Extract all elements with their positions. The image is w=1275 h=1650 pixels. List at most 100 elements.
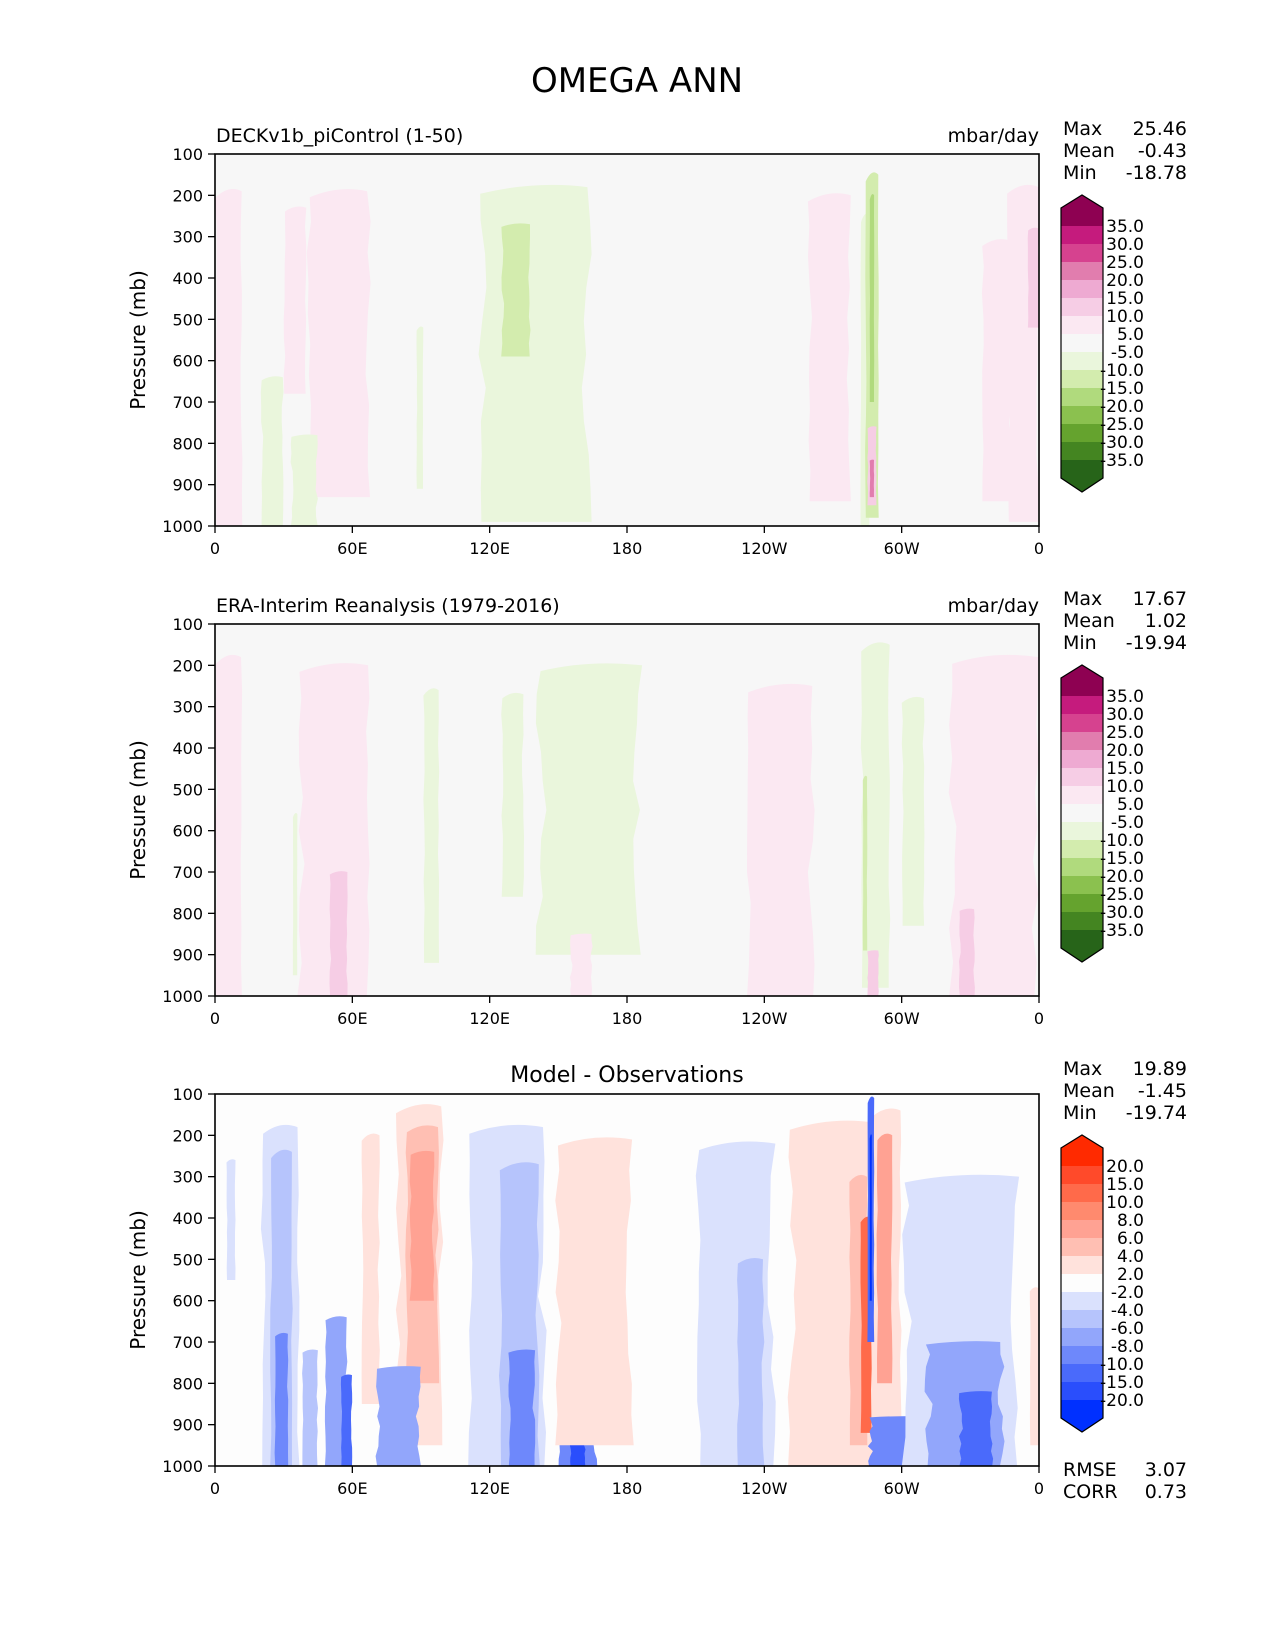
- contour-region: [340, 1374, 353, 1466]
- x-tick-label: 0: [210, 1009, 220, 1028]
- y-tick-label: 800: [172, 904, 203, 923]
- colorbar-label: -15.0: [1100, 849, 1144, 869]
- x-tick-label: 120E: [469, 1479, 510, 1498]
- contour-region: [569, 933, 593, 996]
- colorbar-extend-bottom: [1061, 930, 1103, 962]
- contour-region: [508, 1349, 536, 1466]
- colorbar-outline: [1060, 1134, 1104, 1433]
- contour-region: [901, 696, 925, 926]
- colorbar-label: -10.0: [1100, 361, 1144, 381]
- contour-region: [478, 184, 592, 522]
- colorbar-label: -15.0: [1100, 1373, 1144, 1393]
- colorbar: 35.030.025.020.015.010.05.0-5.0-10.0-15.…: [1060, 664, 1144, 963]
- colorbar-band: [1061, 1256, 1103, 1275]
- metric-value: 3.07: [1145, 1459, 1187, 1481]
- colorbar-label: 35.0: [1106, 217, 1144, 237]
- x-tick-label: 0: [1034, 1009, 1044, 1028]
- metric-label: CORR: [1063, 1481, 1118, 1503]
- y-tick-label: 600: [172, 822, 203, 841]
- colorbar-label: 10.0: [1106, 1193, 1144, 1213]
- colorbar-band: [1061, 876, 1103, 895]
- colorbar-band: [1061, 858, 1103, 877]
- stat-value: 17.67: [1133, 588, 1187, 610]
- colorbar-label: -20.0: [1100, 397, 1144, 417]
- y-tick-label: 900: [172, 476, 203, 495]
- contour-region: [260, 376, 284, 526]
- colorbar-label: 25.0: [1106, 723, 1144, 743]
- contour-region: [302, 1349, 318, 1466]
- y-tick-label: 500: [172, 310, 203, 329]
- x-tick-label: 60W: [884, 1479, 920, 1498]
- colorbar-label: -35.0: [1100, 921, 1144, 941]
- x-tick-label: 120W: [741, 1009, 788, 1028]
- y-tick-label: 100: [172, 145, 203, 164]
- contour-region: [737, 1257, 765, 1466]
- colorbar-band: [1061, 1310, 1103, 1329]
- colorbar-label: -25.0: [1100, 885, 1144, 905]
- contour-region: [329, 871, 348, 996]
- colorbar-band: [1061, 1220, 1103, 1239]
- stat-value: 25.46: [1133, 118, 1187, 140]
- colorbar-label: -35.0: [1100, 451, 1144, 471]
- contour-region: [501, 692, 524, 897]
- y-tick-label: 200: [172, 1126, 203, 1145]
- colorbar-band: [1061, 1364, 1103, 1383]
- colorbar-band: [1061, 732, 1103, 751]
- colorbar-band: [1061, 696, 1103, 715]
- colorbar-band: [1061, 768, 1103, 787]
- y-tick-label: 300: [172, 228, 203, 247]
- x-tick-label: 60W: [884, 539, 920, 558]
- stat-value: -19.74: [1126, 1102, 1187, 1124]
- y-tick-label: 300: [172, 698, 203, 717]
- contour-region: [747, 683, 815, 996]
- y-tick-label: 300: [172, 1168, 203, 1187]
- contour-region: [959, 908, 975, 996]
- contour-region: [867, 950, 879, 996]
- x-tick-label: 180: [612, 539, 643, 558]
- colorbar-label: -30.0: [1100, 903, 1144, 923]
- colorbar-label: 10.0: [1106, 307, 1144, 327]
- y-tick-label: 1000: [162, 1457, 203, 1476]
- colorbar-band: [1061, 1274, 1103, 1293]
- colorbar-band: [1061, 786, 1103, 805]
- panel-difference: 100 200 300 400 500 600 700 800 900 1000 0 60E 120E 1…: [126, 1058, 1187, 1503]
- colorbar-label: 30.0: [1106, 705, 1144, 725]
- panel-test: 100 200 300 400 500 600 700 800 900 1000 0 60E 120E 1…: [126, 118, 1187, 558]
- y-tick-label: 700: [172, 863, 203, 882]
- stat-label: Max: [1063, 588, 1102, 610]
- stat-value: -0.43: [1138, 140, 1187, 162]
- y-tick-label: 600: [172, 352, 203, 371]
- colorbar-label: 8.0: [1117, 1211, 1144, 1231]
- contour-region: [297, 663, 370, 996]
- panel-units: mbar/day: [948, 595, 1039, 617]
- contour-region: [1029, 1287, 1039, 1446]
- contour-region: [409, 1150, 435, 1301]
- colorbar-band: [1061, 894, 1103, 913]
- colorbar: 20.015.010.08.06.04.02.0-2.0-4.0-6.0-8.0…: [1060, 1134, 1144, 1433]
- colorbar-outline: [1060, 664, 1104, 963]
- y-tick-label: 1000: [162, 987, 203, 1006]
- stat-value: -1.45: [1138, 1080, 1187, 1102]
- stat-label: Min: [1063, 632, 1097, 654]
- contour-region: [876, 1133, 893, 1384]
- colorbar-label: -20.0: [1100, 867, 1144, 887]
- stat-label: Max: [1063, 1058, 1102, 1080]
- colorbar-band: [1061, 1328, 1103, 1347]
- x-tick-label: 60E: [337, 539, 367, 558]
- stat-label: Mean: [1063, 610, 1115, 632]
- y-tick-label: 100: [172, 615, 203, 634]
- colorbar-extend-top: [1061, 195, 1103, 226]
- contour-region: [862, 775, 868, 951]
- y-tick-label: 200: [172, 656, 203, 675]
- colorbar-label: -5.0: [1111, 813, 1144, 833]
- contour-region: [869, 1134, 872, 1301]
- colorbar-label: -15.0: [1100, 379, 1144, 399]
- stat-value: -19.94: [1126, 632, 1187, 654]
- contour-region: [215, 188, 243, 526]
- x-tick-label: 180: [612, 1009, 643, 1028]
- x-tick-label: 120E: [469, 1009, 510, 1028]
- stat-label: Mean: [1063, 1080, 1115, 1102]
- x-tick-label: 120W: [741, 1479, 788, 1498]
- contour-region: [869, 193, 875, 402]
